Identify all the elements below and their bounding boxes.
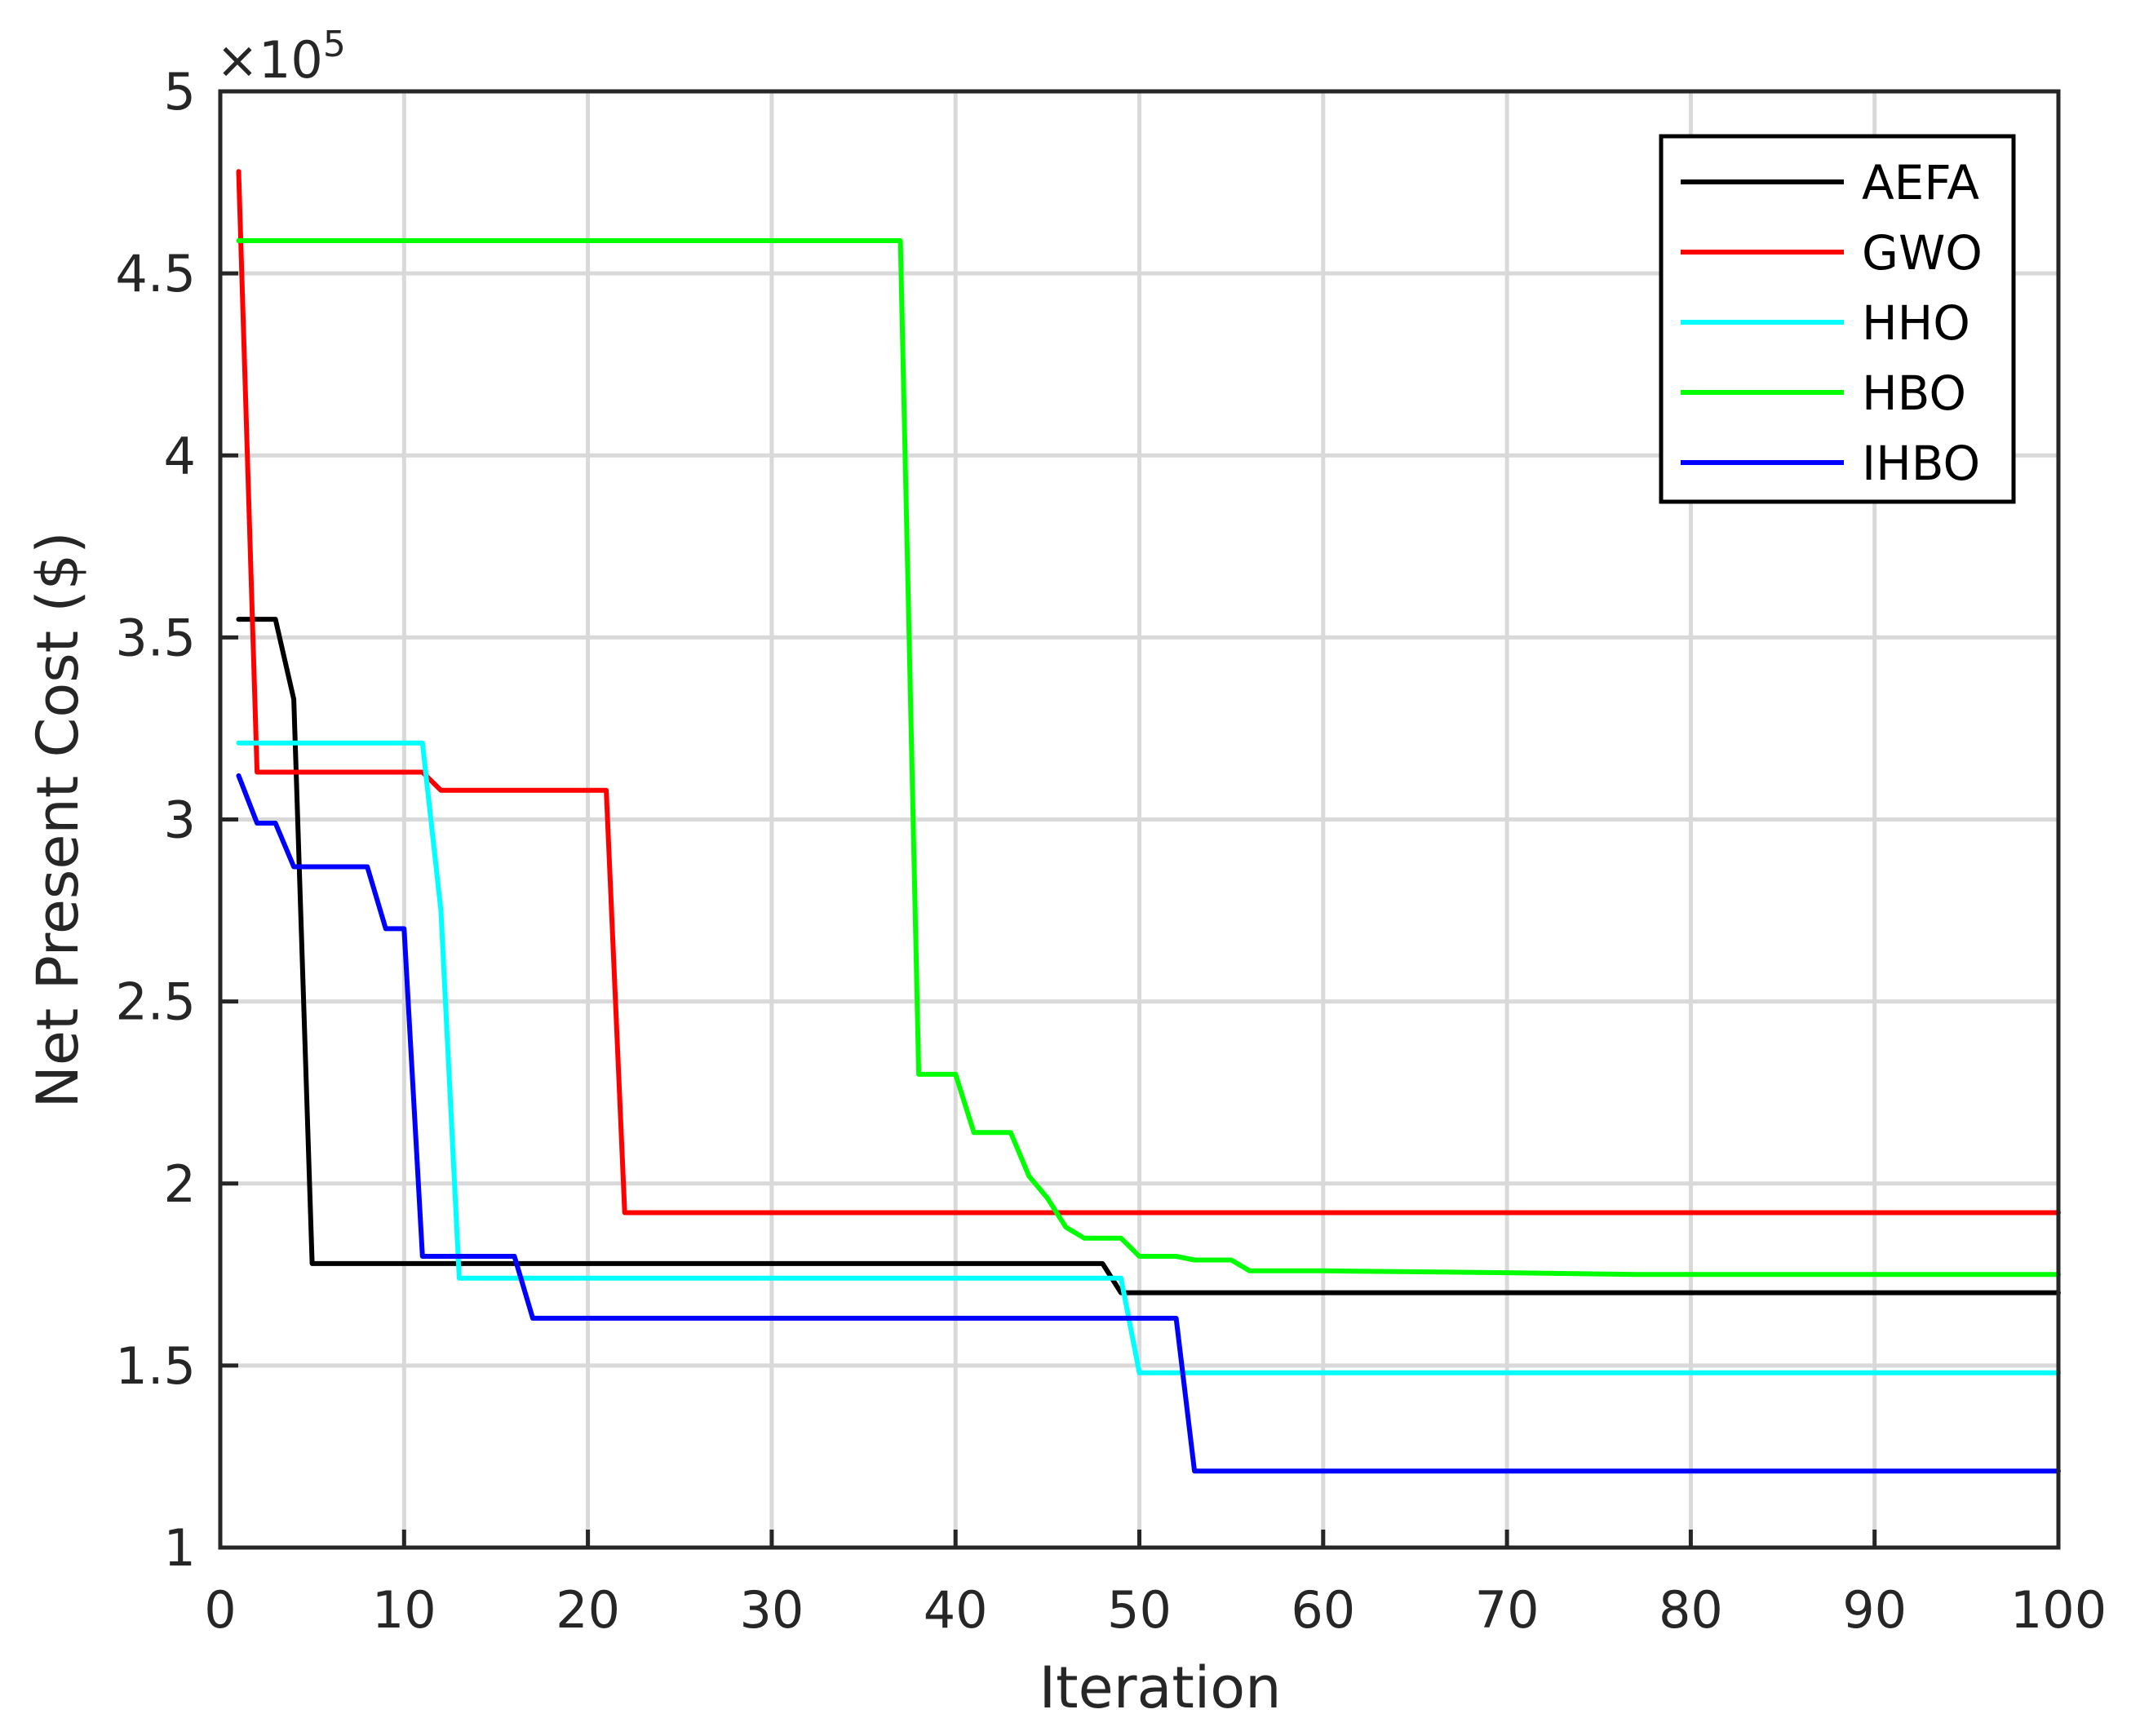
y-tick-label: 2.5 bbox=[115, 972, 196, 1032]
x-axis-ticks: 0 10 20 30 40 50 60 70 80 90 100 bbox=[204, 1530, 2107, 1640]
legend-label-hbo: HBO bbox=[1862, 365, 1966, 421]
x-axis-label: Iteration bbox=[1039, 1654, 1282, 1721]
x-tick-label: 80 bbox=[1659, 1580, 1723, 1640]
y-tick-label: 4 bbox=[164, 426, 196, 485]
y-tick-label: 5 bbox=[164, 62, 196, 122]
series-line-aefa bbox=[236, 617, 2061, 1295]
y-tick-label: 3.5 bbox=[115, 608, 196, 667]
y-tick-label: 3 bbox=[164, 790, 196, 850]
x-tick-label: 70 bbox=[1475, 1580, 1540, 1640]
series-lines bbox=[236, 169, 2061, 1474]
x-tick-label: 40 bbox=[924, 1580, 988, 1640]
x-tick-label: 20 bbox=[556, 1580, 620, 1640]
legend-box bbox=[1659, 134, 2016, 504]
y-tick-label: 2 bbox=[164, 1154, 196, 1214]
legend-label-aefa: AEFA bbox=[1862, 155, 1979, 210]
y-tick-label: 1 bbox=[164, 1518, 196, 1578]
legend: AEFA GWO HHO HBO IHBO bbox=[1659, 134, 2016, 504]
series-line-hho bbox=[236, 740, 2061, 1375]
x-tick-label: 30 bbox=[739, 1580, 804, 1640]
series-line-hbo bbox=[236, 238, 2061, 1278]
y-axis-ticks: 1 1.5 2 2.5 3 3.5 4 4.5 5 bbox=[115, 62, 238, 1578]
x-tick-label: 100 bbox=[2010, 1580, 2107, 1640]
y-axis-label: Net Present Cost ($) bbox=[24, 531, 91, 1108]
y-tick-label: 4.5 bbox=[115, 244, 196, 303]
series-line-gwo bbox=[236, 169, 2061, 1216]
x-tick-label: 50 bbox=[1107, 1580, 1172, 1640]
x-tick-label: 90 bbox=[1842, 1580, 1907, 1640]
legend-label-gwo: GWO bbox=[1862, 225, 1983, 281]
legend-label-hho: HHO bbox=[1862, 295, 1970, 351]
x-tick-label: 0 bbox=[204, 1580, 236, 1640]
y-multiplier: ×105 bbox=[216, 24, 346, 90]
series-line-ihbo bbox=[236, 773, 2061, 1474]
x-tick-label: 10 bbox=[372, 1580, 436, 1640]
x-tick-label: 60 bbox=[1291, 1580, 1355, 1640]
legend-label-ihbo: IHBO bbox=[1862, 436, 1980, 491]
y-tick-label: 1.5 bbox=[115, 1336, 196, 1396]
